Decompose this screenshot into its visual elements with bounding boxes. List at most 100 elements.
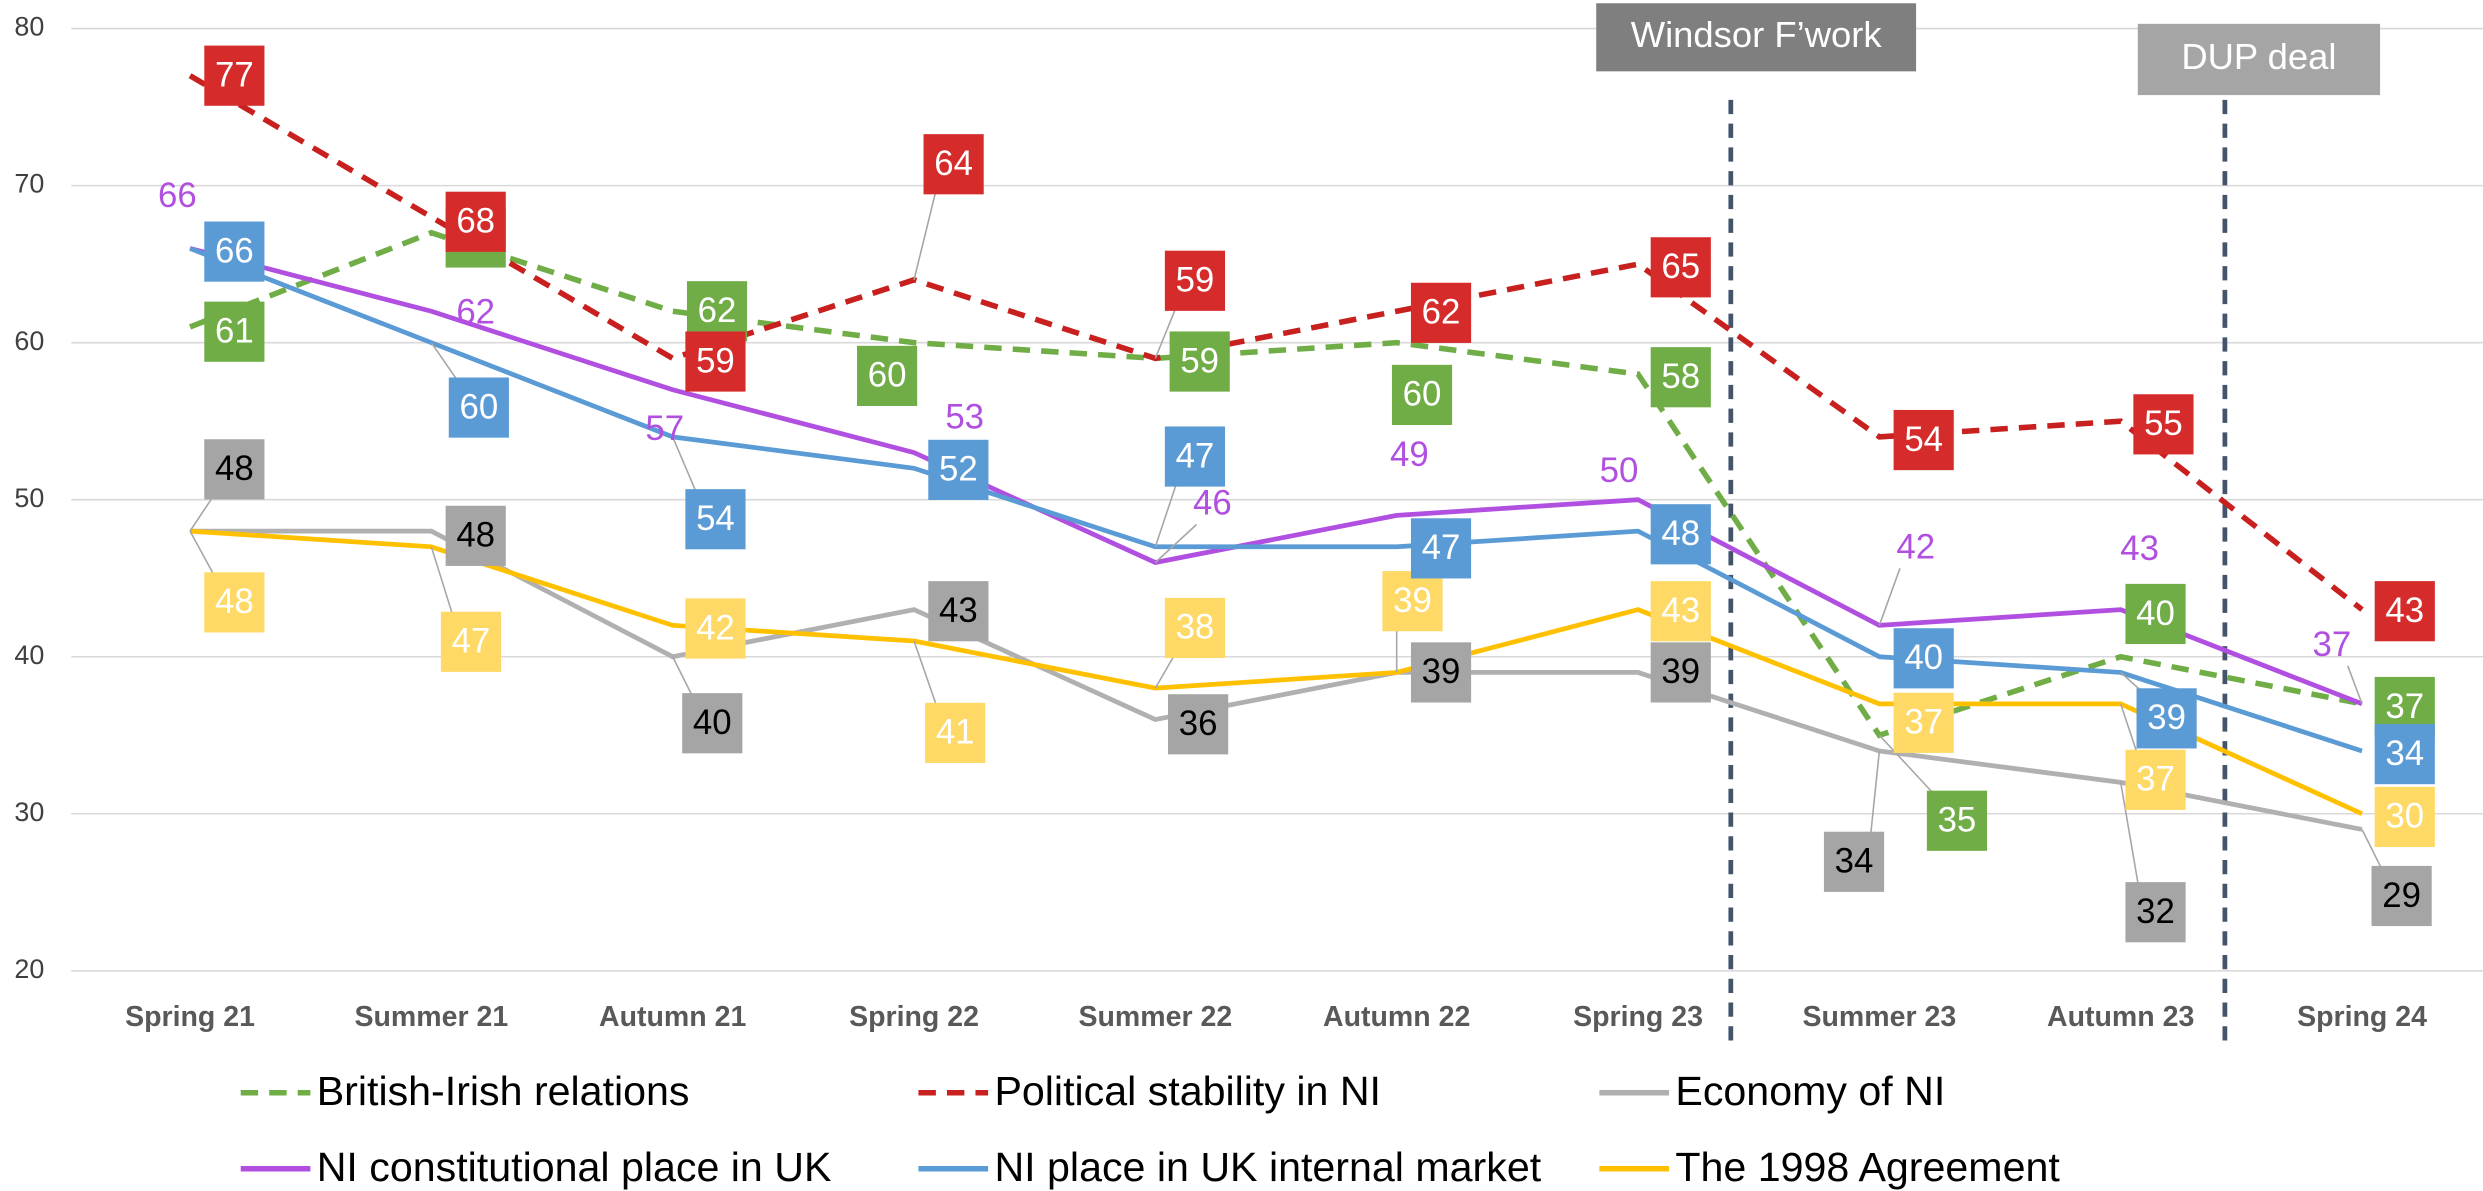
label-box <box>445 191 506 252</box>
data-label: 43 <box>939 591 978 630</box>
y-tick-label: 20 <box>14 954 44 984</box>
data-label: 43 <box>2120 529 2159 568</box>
legend-label: NI constitutional place in UK <box>317 1144 832 1190</box>
label-box <box>1893 409 1954 471</box>
y-tick-label: 80 <box>14 12 44 42</box>
data-label: 62 <box>456 293 495 332</box>
leader-line <box>1878 568 1901 626</box>
label-box <box>1650 642 1711 703</box>
label-box <box>1650 504 1711 565</box>
label-box <box>1650 347 1711 408</box>
label-box <box>1169 331 1230 392</box>
label-box <box>1410 282 1472 343</box>
data-label: 32 <box>2136 892 2175 931</box>
label-box <box>1893 628 1954 689</box>
leader-line <box>1869 750 1881 843</box>
data-label: 65 <box>1661 247 1700 286</box>
data-label: 59 <box>1176 261 1215 300</box>
label-box <box>440 611 502 672</box>
data-label: 29 <box>2382 876 2421 915</box>
data-label: 42 <box>696 608 735 647</box>
label-box <box>928 581 989 642</box>
y-tick-label: 50 <box>14 483 44 513</box>
leader-line <box>430 546 456 624</box>
leader-line <box>1154 523 1198 564</box>
data-label: 48 <box>1661 514 1700 553</box>
label-box <box>204 572 265 633</box>
label-box <box>2125 583 2186 645</box>
x-tick-label: Spring 22 <box>849 1001 979 1033</box>
label-box <box>857 345 918 407</box>
data-label: 47 <box>1422 528 1461 567</box>
x-tick-label: Spring 21 <box>125 1001 255 1033</box>
x-tick-label: Summer 21 <box>355 1001 509 1033</box>
data-label: 37 <box>2136 760 2175 799</box>
leader-line <box>2347 665 2363 705</box>
data-label: 68 <box>456 202 495 241</box>
data-label: 48 <box>456 516 495 555</box>
data-label: 36 <box>1179 704 1218 743</box>
data-label: 54 <box>1904 420 1943 459</box>
data-label: 37 <box>2313 625 2352 664</box>
data-label: 47 <box>452 622 491 661</box>
x-tick-label: Summer 23 <box>1803 1001 1957 1033</box>
data-label: 52 <box>939 450 978 489</box>
label-box <box>1391 364 1453 426</box>
legend-label: British-Irish relations <box>317 1068 690 1114</box>
label-box <box>682 693 743 754</box>
label-box <box>925 702 986 763</box>
series-line <box>189 246 2363 754</box>
x-tick-label: Autumn 23 <box>2047 1001 2194 1033</box>
data-label: 40 <box>2136 594 2175 633</box>
label-box <box>204 301 265 362</box>
series-line <box>189 229 2363 739</box>
data-label: 46 <box>1193 484 1232 523</box>
data-label: 34 <box>2385 734 2424 773</box>
label-box <box>2371 865 2432 927</box>
label-box <box>1650 237 1711 298</box>
y-tick-label: 30 <box>14 797 44 827</box>
data-label: 58 <box>1661 357 1700 396</box>
leader-line <box>913 640 941 715</box>
series-line <box>190 528 2363 832</box>
legend-label: The 1998 Agreement <box>1675 1144 2060 1190</box>
data-label: 34 <box>1835 842 1874 881</box>
data-label: 54 <box>696 499 735 538</box>
data-label: 66 <box>158 176 197 215</box>
data-label: 55 <box>2144 404 2183 443</box>
y-tick-label: 60 <box>14 326 44 356</box>
label-box <box>1164 597 1226 659</box>
label-box <box>1823 831 1885 892</box>
leader-line <box>2119 782 2141 894</box>
data-label: 59 <box>1180 341 1219 380</box>
data-label: 39 <box>1393 581 1432 620</box>
data-label: 48 <box>215 449 254 488</box>
label-box <box>204 221 265 282</box>
x-tick-label: Summer 22 <box>1079 1001 1233 1033</box>
x-tick-label: Spring 24 <box>2297 1001 2427 1033</box>
label-box <box>1410 642 1472 703</box>
y-tick-label: 70 <box>14 169 44 199</box>
label-box <box>1650 581 1711 642</box>
label-box <box>448 377 509 438</box>
data-label: 38 <box>1176 608 1215 647</box>
label-box <box>445 505 506 566</box>
data-label: 62 <box>1422 293 1461 332</box>
legend-label: Economy of NI <box>1675 1068 1945 1114</box>
data-label: 60 <box>868 356 907 395</box>
label-box <box>204 45 265 106</box>
label-box <box>685 598 746 659</box>
data-label: 77 <box>215 55 254 94</box>
label-box <box>2374 581 2435 642</box>
data-label: 59 <box>696 341 735 380</box>
data-label: 43 <box>1661 591 1700 630</box>
data-label: 64 <box>934 144 973 183</box>
annotation-box <box>2137 23 2381 96</box>
data-label: 66 <box>215 231 254 270</box>
data-label: 37 <box>2385 687 2424 726</box>
label-box <box>685 331 746 392</box>
legend-label: NI place in UK internal market <box>994 1144 1541 1190</box>
legend-label: Political stability in NI <box>994 1068 1381 1114</box>
label-box <box>685 489 746 550</box>
